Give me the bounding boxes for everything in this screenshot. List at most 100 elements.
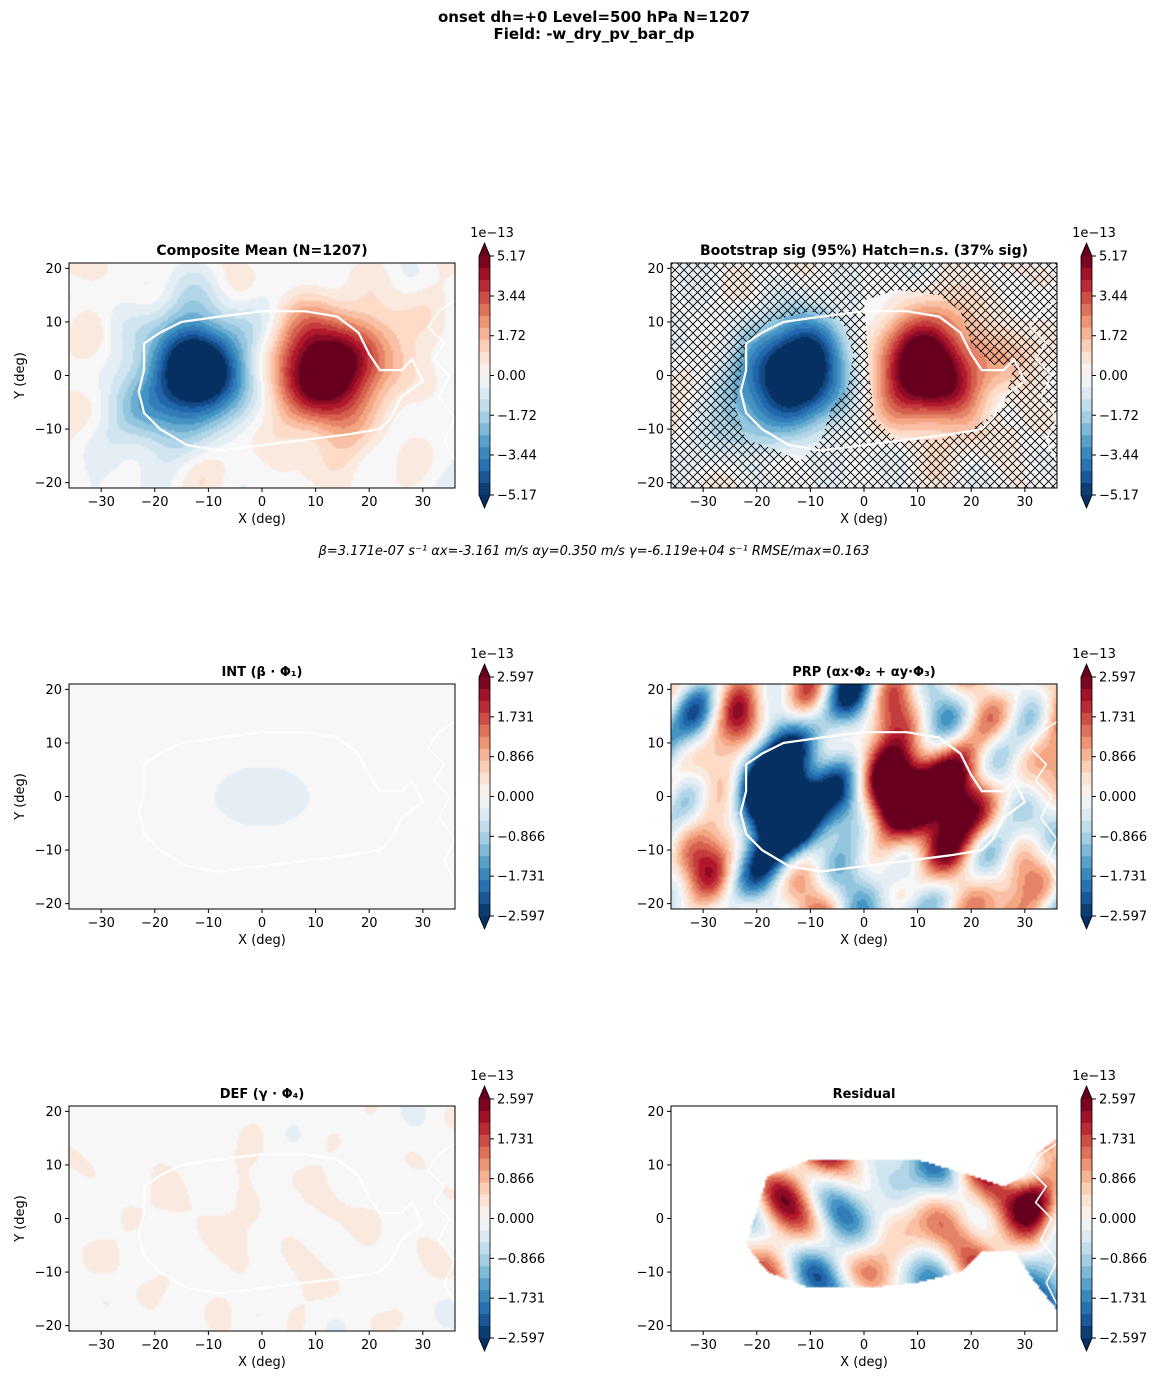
- colorbar-extend-min: [1081, 495, 1092, 508]
- x-tick-label: −10: [797, 495, 824, 510]
- colorbar-tick-label: 0.866: [1099, 1172, 1136, 1187]
- colorbar-bin: [1081, 748, 1092, 762]
- colorbar-tick-label: 0.00: [1099, 369, 1128, 384]
- x-tick-label: 20: [963, 495, 980, 510]
- colorbar-bin: [1081, 351, 1092, 365]
- colorbar-tick-label: −1.72: [497, 409, 537, 424]
- colorbar-bin: [479, 447, 490, 460]
- colorbar-bin: [1081, 267, 1092, 281]
- colorbar-extend-max: [1081, 664, 1092, 677]
- colorbar-bin: [1081, 796, 1092, 809]
- colorbar-bin: [1081, 832, 1092, 845]
- colorbar-bin: [1081, 724, 1092, 738]
- colorbar-tick-label: 0.866: [497, 1172, 534, 1187]
- colorbar-bin: [1081, 363, 1092, 376]
- x-tick-label: 10: [909, 495, 926, 510]
- x-tick-label: 0: [258, 1338, 266, 1353]
- colorbar-bin: [479, 1170, 490, 1184]
- colorbar-extend-min: [479, 495, 490, 508]
- x-tick-label: 0: [860, 1338, 868, 1353]
- colorbar-bin: [479, 724, 490, 738]
- colorbar-tick-label: −1.731: [497, 1292, 545, 1307]
- y-axis-label: Y (deg): [13, 352, 28, 400]
- colorbar-tick-label: 2.597: [1099, 671, 1136, 686]
- x-tick-label: −10: [195, 1338, 222, 1353]
- x-tick-label: 10: [307, 495, 324, 510]
- edge-contour: [1029, 299, 1058, 462]
- colorbar-tick-label: 3.44: [497, 289, 526, 304]
- colorbar-bin: [479, 844, 490, 857]
- colorbar-bin: [479, 1218, 490, 1231]
- colorbar-tick-label: 1.731: [497, 710, 534, 725]
- x-tick-label: 30: [415, 495, 432, 510]
- colorbar-bin: [479, 832, 490, 845]
- colorbar-bin: [479, 327, 490, 341]
- colorbar-bin: [1081, 1122, 1092, 1136]
- colorbar-bin: [1081, 291, 1092, 305]
- colorbar-bin: [479, 1314, 490, 1327]
- colorbar-extend-min: [1081, 1338, 1092, 1351]
- colorbar-tick-label: 1.72: [1099, 329, 1128, 344]
- colorbar-tick-label: 0.000: [497, 1212, 534, 1227]
- colorbar-bin: [479, 1099, 490, 1112]
- colorbar-bin: [1081, 736, 1092, 750]
- colorbar-bin: [479, 868, 490, 881]
- colorbar-bin: [1081, 868, 1092, 881]
- x-tick-label: 0: [258, 916, 266, 931]
- panel-prp: PRP (αx·Φ₂ + αy·Φ₃) −30 −20 −10 0 10 20 30 20 10 0…: [637, 647, 1148, 948]
- x-tick-label: −30: [689, 1338, 716, 1353]
- colorbar-bin: [1081, 820, 1092, 833]
- x-tick-label: 0: [860, 916, 868, 931]
- colorbar-bin: [479, 363, 490, 376]
- colorbar-bin: [1081, 387, 1092, 400]
- colorbar-tick-label: −2.597: [1099, 1332, 1147, 1347]
- colorbar: 1e−13 2.597 1.731 0.866 0.000 −0.866 −1.731 −2.…: [470, 1069, 545, 1353]
- colorbar-bin: [479, 471, 490, 484]
- figure-title-line1: onset dh=+0 Level=500 hPa N=1207: [438, 8, 750, 26]
- colorbar-bin: [1081, 483, 1092, 496]
- y-tick-label: −20: [35, 897, 62, 912]
- colorbar-bin: [479, 677, 490, 690]
- colorbar: 1e−13 2.597 1.731 0.866 0.000 −0.866 −1.731 −2.…: [1072, 647, 1147, 931]
- colorbar-bin: [1081, 1182, 1092, 1196]
- colorbar-bin: [479, 315, 490, 329]
- colorbar-bin: [479, 1230, 490, 1243]
- composite-contour: [137, 1153, 425, 1295]
- y-tick-label: 0: [656, 1212, 664, 1227]
- colorbar-tick-label: 2.597: [1099, 1093, 1136, 1108]
- panel-title: PRP (αx·Φ₂ + αy·Φ₃): [792, 665, 936, 680]
- edge-contour: [427, 299, 456, 462]
- panel-title: Composite Mean (N=1207): [156, 243, 367, 259]
- colorbar-bin: [479, 784, 490, 797]
- colorbar-bin: [1081, 279, 1092, 293]
- colorbar-tick-label: 3.44: [1099, 289, 1128, 304]
- x-axis-label: X (deg): [840, 1355, 888, 1370]
- colorbar-tick-label: 5.17: [1099, 250, 1128, 265]
- colorbar-tick-label: 1.731: [1099, 1132, 1136, 1147]
- y-tick-label: −10: [35, 423, 62, 438]
- colorbar-bin: [1081, 856, 1092, 869]
- x-tick-label: 30: [415, 1338, 432, 1353]
- colorbar-bin: [479, 1146, 490, 1160]
- colorbar-tick-label: −2.597: [1099, 910, 1147, 925]
- colorbar-bin: [1081, 892, 1092, 905]
- x-tick-label: 0: [860, 495, 868, 510]
- panel-residual: Residual −30 −20 −10 0 10 20 30 20 10 0 −10 −20 X (de…: [637, 1069, 1148, 1370]
- edge-contour: [1029, 1142, 1058, 1305]
- y-tick-label: −10: [35, 1266, 62, 1281]
- colorbar-tick-label: −0.866: [497, 1252, 545, 1267]
- colorbar-tick-label: 1.731: [497, 1132, 534, 1147]
- colorbar-bin: [479, 303, 490, 317]
- colorbar-bin: [479, 1122, 490, 1136]
- y-tick-label: 20: [45, 262, 62, 277]
- colorbar-scale: 1e−13: [470, 647, 514, 662]
- x-tick-label: −20: [141, 916, 168, 931]
- colorbar: 1e−13 5.17 3.44 1.72 0.00 −1.72 −3.44 −5.17: [470, 226, 537, 510]
- y-tick-label: 10: [45, 315, 62, 330]
- panel-bootstrap: Bootstrap sig (95%) Hatch=n.s. (37% sig)…: [637, 226, 1139, 527]
- colorbar-bin: [1081, 327, 1092, 341]
- colorbar-bin: [479, 796, 490, 809]
- colorbar-bin: [1081, 808, 1092, 821]
- hatch-not-significant: [671, 263, 1057, 488]
